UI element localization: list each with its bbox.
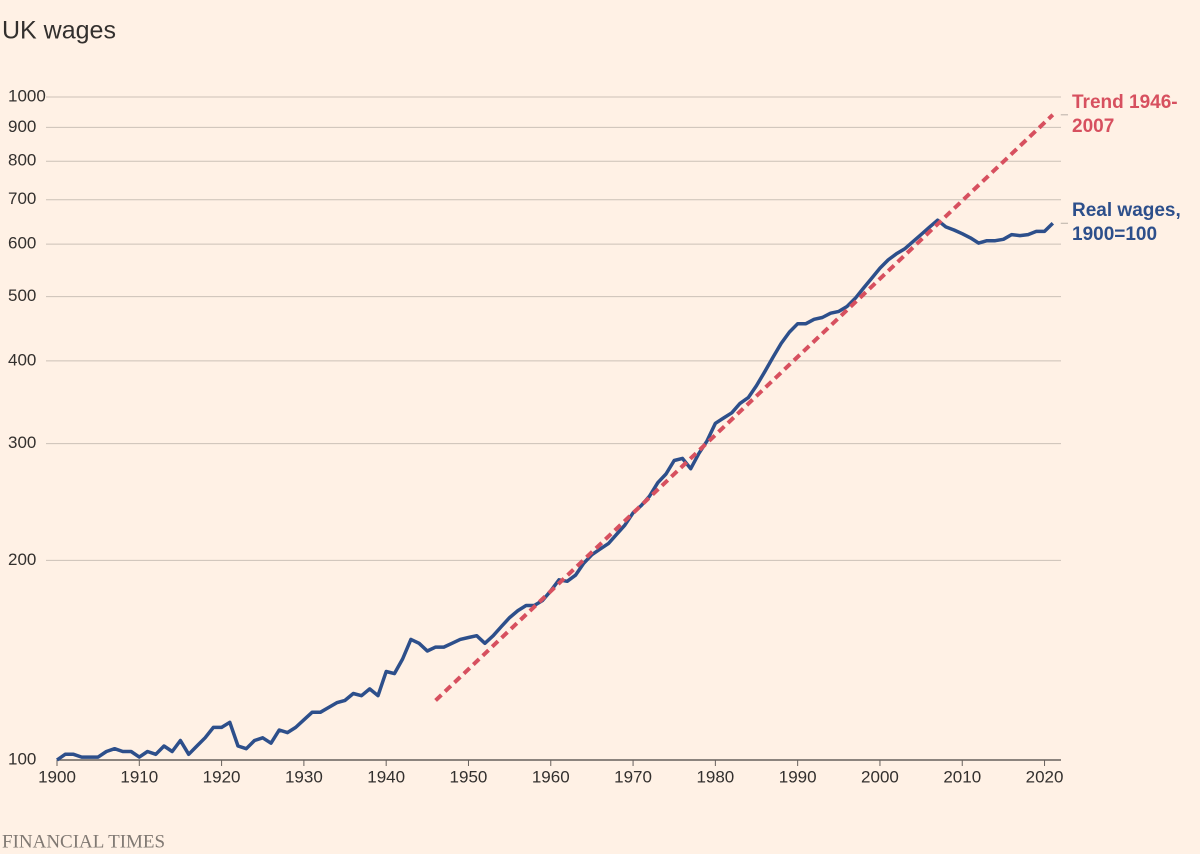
x-tick-label: 1930 — [285, 767, 323, 786]
series-label: Real wages, 1900=100 — [1072, 200, 1181, 246]
y-tick-label: 800 — [8, 151, 36, 170]
source: FINANCIAL TIMES — [2, 831, 165, 852]
x-tick-label: 1950 — [450, 767, 488, 786]
y-tick-label: 400 — [8, 350, 36, 369]
x-tick-label: 1960 — [532, 767, 570, 786]
series-line — [434, 113, 1055, 702]
y-tick-label: 500 — [8, 286, 36, 305]
x-tick-label: 1940 — [367, 767, 405, 786]
x-tick-label: 1990 — [779, 767, 817, 786]
y-tick-label: 700 — [8, 189, 36, 208]
y-tick-label: 200 — [8, 550, 36, 569]
chart-title: UK wages — [2, 17, 116, 45]
y-tick-label: 100 — [8, 749, 36, 768]
y-tick-label: 1000 — [8, 86, 46, 105]
series-label: Trend 1946-2007 — [1072, 91, 1178, 137]
y-tick-label: 900 — [8, 117, 36, 136]
y-tick-label: 300 — [8, 433, 36, 452]
x-tick-label: 1980 — [696, 767, 734, 786]
y-tick-label: 600 — [8, 234, 36, 253]
x-tick-label: 2000 — [861, 767, 899, 786]
x-tick-label: 2020 — [1026, 767, 1064, 786]
series-line — [56, 218, 1055, 762]
x-tick-label: 1900 — [38, 767, 76, 786]
x-tick-label: 1910 — [120, 767, 158, 786]
x-tick-label: 2010 — [943, 767, 981, 786]
x-tick-label: 1920 — [203, 767, 241, 786]
x-tick-label: 1970 — [614, 767, 652, 786]
